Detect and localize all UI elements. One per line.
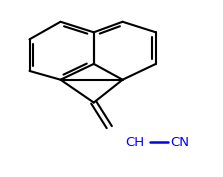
Text: CN: CN xyxy=(170,136,189,149)
Text: CH: CH xyxy=(125,136,144,149)
